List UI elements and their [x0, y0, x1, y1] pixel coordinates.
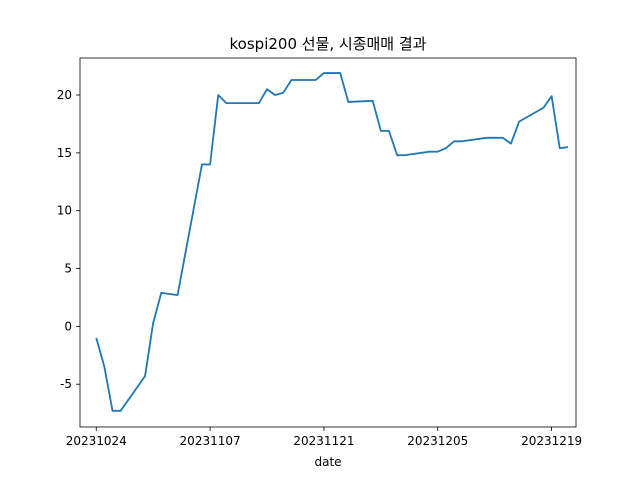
series-line-0	[95, 72, 568, 412]
x-tick-label: 20231121	[293, 434, 354, 448]
plot-area	[95, 72, 568, 412]
y-tick-label: 15	[57, 146, 72, 160]
y-tick-label: 10	[57, 204, 72, 218]
chart-title: kospi200 선물, 시종매매 결과	[230, 35, 427, 53]
plot-frame	[79, 57, 577, 428]
y-tick-label: 20	[57, 88, 72, 102]
y-tick-label: 5	[64, 262, 72, 276]
x-tick-label: 20231205	[407, 434, 468, 448]
x-axis: 20231024 20231107 20231121 20231205 20231219	[66, 427, 582, 448]
y-tick-label: -5	[60, 377, 72, 391]
y-tick-label: 0	[64, 319, 72, 333]
x-tick-label: 20231024	[66, 434, 127, 448]
x-tick-label: 20231219	[521, 434, 582, 448]
x-tick-label: 20231107	[180, 434, 241, 448]
y-axis: -5 0 5 10 15 20	[57, 88, 80, 391]
x-axis-label: date	[314, 455, 341, 469]
